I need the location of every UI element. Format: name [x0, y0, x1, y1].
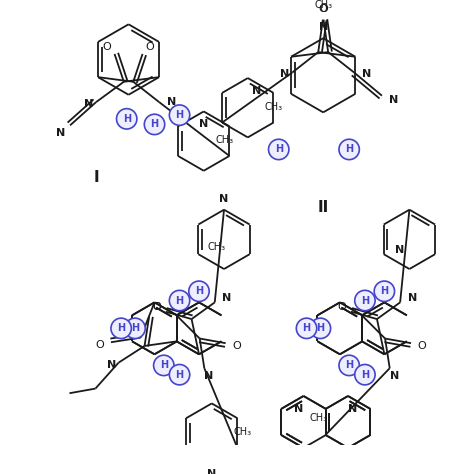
- Text: O: O: [103, 42, 111, 52]
- Text: N: N: [84, 99, 93, 109]
- Circle shape: [355, 291, 375, 311]
- Text: H: H: [175, 110, 183, 120]
- Text: H: H: [150, 119, 159, 129]
- Text: N: N: [253, 86, 262, 96]
- Text: N: N: [204, 371, 214, 381]
- Circle shape: [125, 318, 145, 338]
- Text: N: N: [222, 293, 231, 303]
- Text: O: O: [337, 302, 346, 312]
- Circle shape: [339, 139, 359, 160]
- Text: N: N: [280, 69, 290, 79]
- Text: CH₃: CH₃: [310, 413, 328, 423]
- Circle shape: [144, 114, 164, 135]
- Circle shape: [268, 139, 289, 160]
- Text: N: N: [408, 293, 417, 303]
- Text: O: O: [319, 3, 327, 14]
- Text: CH₃: CH₃: [208, 242, 226, 252]
- Circle shape: [189, 281, 209, 301]
- Text: O: O: [232, 341, 241, 351]
- Text: H: H: [160, 360, 168, 370]
- Text: H: H: [175, 295, 183, 306]
- Text: N: N: [107, 360, 116, 370]
- Text: II: II: [318, 201, 329, 215]
- Text: H: H: [123, 114, 131, 124]
- Text: H: H: [361, 295, 369, 306]
- Text: O: O: [319, 3, 328, 14]
- Text: O: O: [146, 42, 155, 52]
- Text: N: N: [362, 69, 371, 79]
- Text: H: H: [316, 323, 325, 333]
- Text: H: H: [345, 145, 353, 155]
- Text: H: H: [274, 145, 283, 155]
- Text: N: N: [167, 97, 176, 107]
- Text: CH₃: CH₃: [233, 427, 251, 437]
- Circle shape: [296, 318, 317, 338]
- Text: N: N: [199, 119, 209, 129]
- Text: N: N: [207, 469, 216, 474]
- Text: N: N: [219, 193, 228, 203]
- Text: CH₃: CH₃: [314, 0, 332, 10]
- Text: N: N: [395, 245, 404, 255]
- Text: O: O: [95, 340, 104, 350]
- Text: H: H: [117, 323, 125, 333]
- Text: N: N: [389, 95, 399, 105]
- Circle shape: [154, 355, 174, 375]
- Text: I: I: [93, 170, 99, 185]
- Circle shape: [355, 365, 375, 385]
- Circle shape: [339, 355, 359, 375]
- Text: N: N: [319, 22, 328, 32]
- Circle shape: [169, 365, 190, 385]
- Circle shape: [169, 291, 190, 311]
- Text: H: H: [302, 323, 310, 333]
- Circle shape: [310, 318, 331, 338]
- Text: CH₃: CH₃: [216, 135, 234, 145]
- Circle shape: [111, 318, 131, 338]
- Text: O: O: [152, 302, 161, 312]
- Text: H: H: [345, 360, 353, 370]
- Text: O: O: [418, 341, 427, 351]
- Text: CH₃: CH₃: [264, 102, 283, 112]
- Text: N: N: [390, 371, 399, 381]
- Text: H: H: [175, 370, 183, 380]
- Text: H: H: [195, 286, 203, 296]
- Text: N: N: [56, 128, 65, 138]
- Text: H: H: [361, 370, 369, 380]
- Text: N: N: [294, 404, 303, 414]
- Text: O: O: [152, 302, 161, 312]
- Circle shape: [169, 105, 190, 125]
- Circle shape: [117, 109, 137, 129]
- Text: N: N: [348, 404, 357, 414]
- Text: H: H: [131, 323, 139, 333]
- Circle shape: [374, 281, 394, 301]
- Text: H: H: [380, 286, 388, 296]
